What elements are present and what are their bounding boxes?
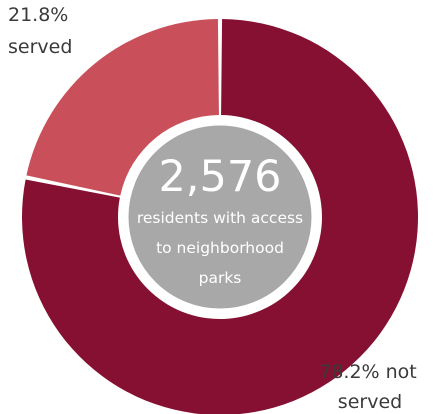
slice-label-not-served-line-1: 78.2% not	[319, 361, 417, 383]
slice-label-not-served-line-2: served	[338, 391, 402, 413]
center-value: 2,576	[158, 152, 281, 202]
slice-label-served-line-2: served	[8, 36, 72, 58]
center-caption-line-1: residents with access	[137, 209, 303, 227]
center-caption-line-3: parks	[199, 269, 242, 287]
slice-label-served-line-1: 21.8%	[8, 4, 68, 26]
center-caption-line-2: to neighborhood	[156, 239, 284, 257]
